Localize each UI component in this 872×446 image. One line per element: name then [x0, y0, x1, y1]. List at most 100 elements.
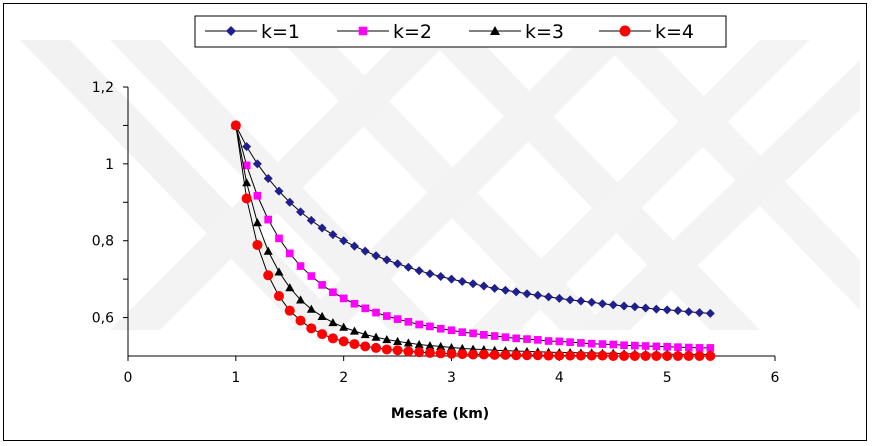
data-point — [242, 161, 251, 170]
data-point — [684, 307, 694, 317]
data-point — [695, 344, 704, 352]
data-point — [371, 251, 381, 261]
data-point — [349, 339, 360, 350]
data-point — [705, 351, 716, 361]
data-point — [630, 302, 640, 312]
data-point — [446, 348, 457, 359]
data-point — [285, 249, 294, 258]
data-point — [694, 351, 705, 361]
data-point — [586, 350, 597, 361]
data-point — [242, 142, 252, 152]
data-point — [458, 328, 467, 336]
x-tick-label: 1 — [231, 370, 240, 386]
data-point — [371, 342, 382, 353]
data-point — [274, 267, 284, 276]
data-point — [652, 342, 661, 351]
data-point — [382, 312, 391, 320]
data-point — [663, 342, 671, 351]
data-point — [543, 350, 554, 361]
y-tick-label: 1,2 — [92, 80, 114, 96]
data-point — [480, 331, 488, 339]
y-tick-label: 0,6 — [92, 311, 114, 327]
data-point — [382, 255, 392, 265]
data-point — [512, 334, 521, 343]
data-point — [435, 348, 446, 359]
data-point — [651, 304, 661, 314]
data-point — [285, 197, 295, 207]
data-point — [393, 336, 403, 345]
data-point — [381, 344, 392, 355]
legend-marker — [358, 26, 368, 36]
legend-marker — [619, 25, 631, 37]
data-point — [629, 351, 640, 361]
data-point — [673, 306, 683, 316]
data-point — [414, 347, 425, 358]
plot-area: 0 1 2 3 4 5 6 0,6 0,8 1 1,2 — [92, 80, 780, 386]
data-point — [662, 351, 673, 361]
data-point — [328, 230, 338, 240]
legend-label: k=4 — [655, 21, 694, 43]
legend: k=1 k=2 k=3 k=4 — [194, 15, 727, 48]
data-point — [672, 351, 683, 361]
data-point — [318, 281, 326, 289]
data-point — [619, 351, 630, 361]
data-point — [554, 350, 565, 361]
data-point — [598, 340, 607, 348]
data-point — [253, 191, 262, 200]
data-point — [468, 349, 479, 360]
data-point — [263, 246, 273, 255]
data-point — [403, 262, 413, 272]
data-point — [511, 287, 521, 297]
series-group — [230, 120, 716, 361]
data-point — [360, 329, 370, 339]
data-point — [684, 343, 693, 352]
data-point — [285, 283, 295, 292]
legend-label: k=1 — [261, 21, 300, 43]
data-point — [382, 334, 392, 344]
data-point — [576, 296, 586, 306]
data-point — [555, 337, 564, 346]
data-point — [521, 350, 532, 361]
x-axis-label: Mesafe (km) — [391, 406, 489, 422]
legend-item: k=1 — [205, 21, 300, 43]
data-point — [415, 320, 423, 329]
y-tick-label: 0,8 — [92, 234, 114, 250]
data-point — [296, 207, 306, 217]
legend-marker — [490, 26, 500, 35]
x-tick-label: 6 — [771, 370, 780, 386]
data-point — [608, 300, 618, 310]
data-point — [640, 351, 651, 361]
data-point — [328, 318, 338, 327]
data-point — [414, 339, 424, 349]
data-point — [500, 285, 510, 295]
data-point — [230, 120, 241, 131]
data-point — [371, 332, 381, 341]
data-point — [339, 236, 349, 246]
data-point — [523, 335, 531, 343]
data-point — [393, 259, 403, 269]
data-point — [360, 246, 370, 256]
data-point — [479, 281, 489, 291]
data-point — [317, 223, 327, 233]
data-point — [597, 350, 608, 361]
data-point — [241, 193, 252, 204]
data-point — [597, 299, 607, 309]
data-point — [392, 345, 403, 356]
x-tick-label: 5 — [663, 370, 672, 386]
data-point — [554, 293, 564, 303]
data-point — [651, 351, 662, 361]
data-point — [587, 339, 596, 348]
x-tick-label: 4 — [555, 370, 564, 386]
data-point — [403, 338, 413, 347]
data-point — [360, 341, 371, 352]
data-point — [263, 270, 274, 281]
data-point — [295, 315, 306, 326]
data-point — [501, 333, 510, 341]
x-tick-label: 3 — [447, 370, 456, 386]
data-point — [511, 350, 522, 361]
data-point — [436, 271, 446, 281]
data-point — [425, 341, 435, 350]
data-point — [500, 349, 511, 360]
data-point — [706, 344, 715, 352]
